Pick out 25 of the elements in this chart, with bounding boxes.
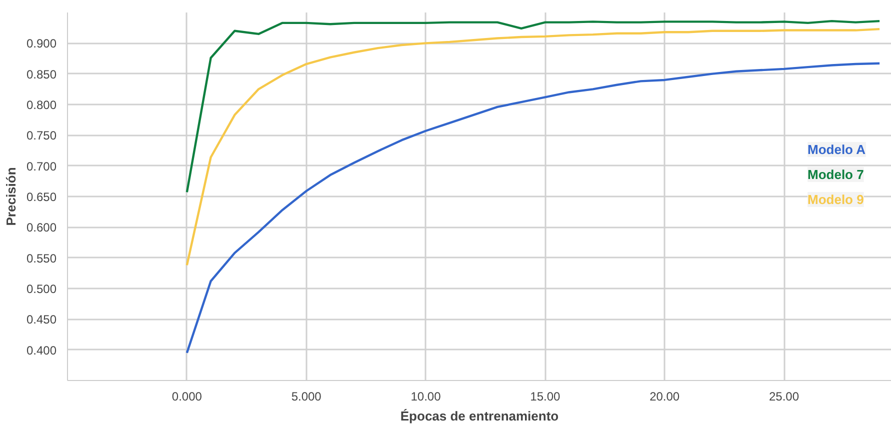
y-tick-label: 0.600: [26, 220, 57, 235]
x-tick-label: 15.00: [530, 390, 561, 404]
y-tick-label: 0.750: [26, 128, 57, 143]
y-tick-label: 0.550: [26, 251, 57, 266]
text: Modelo 9: [808, 192, 864, 207]
line-series: [186, 28, 881, 266]
y-tick-label: 0.700: [26, 159, 57, 174]
x-tick-label: 10.00: [410, 390, 442, 404]
y-tick-label: 0.650: [26, 190, 57, 204]
line-series: [186, 20, 881, 194]
y-tick-label: 0.800: [26, 98, 57, 112]
x-axis-title: Épocas de entrenamiento: [400, 408, 559, 424]
y-axis-title: Precisión: [3, 167, 18, 226]
y-tick-label: 0.900: [26, 36, 57, 51]
text: Modelo A: [808, 142, 866, 157]
x-tick-label: 25.00: [769, 390, 800, 404]
y-tick-label: 0.850: [26, 67, 57, 82]
x-tick-label: 20.00: [650, 390, 680, 404]
text: Modelo 7: [808, 167, 864, 182]
y-tick-label: 0.450: [26, 312, 57, 327]
line-series: [186, 62, 881, 354]
x-tick-label: 0.000: [172, 390, 202, 404]
y-tick-label: 0.400: [26, 343, 57, 358]
y-tick-label: 0.500: [26, 282, 57, 296]
x-tick-label: 5.000: [291, 390, 322, 404]
